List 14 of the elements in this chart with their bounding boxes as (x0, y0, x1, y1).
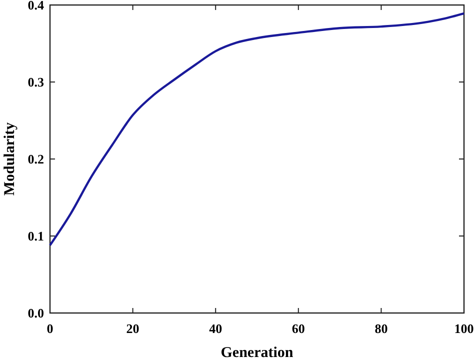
y-tick-label: 0.1 (28, 228, 44, 244)
x-tick-label: 0 (46, 321, 54, 336)
x-tick-label: 20 (126, 321, 140, 336)
y-axis-title: Modularity (2, 122, 18, 196)
y-tick-label: 0.2 (28, 152, 44, 166)
y-tick-label: 0.0 (28, 306, 44, 320)
y-tick-label: 0.3 (28, 74, 44, 90)
x-tick-label: 60 (292, 321, 305, 336)
x-tick-label: 40 (209, 321, 222, 336)
y-tick-label: 0.4 (28, 0, 44, 12)
x-tick-label: 80 (374, 321, 388, 336)
x-tick-label: 100 (454, 321, 474, 336)
x-axis-title: Generation (220, 345, 294, 359)
line-series (48, 12, 466, 246)
